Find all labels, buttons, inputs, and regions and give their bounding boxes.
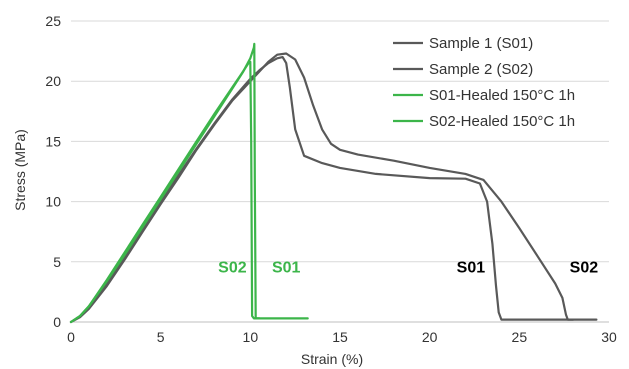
legend-label: Sample 1 (S01) bbox=[429, 35, 533, 52]
annotation-label: S01 bbox=[457, 260, 486, 277]
x-tick-label: 0 bbox=[67, 329, 75, 345]
series-lines bbox=[69, 42, 598, 324]
x-tick-label: 30 bbox=[601, 329, 617, 345]
y-tick-label: 25 bbox=[45, 13, 61, 29]
legend-label: S01-Healed 150°C 1h bbox=[429, 87, 575, 104]
x-tick-label: 10 bbox=[243, 329, 259, 345]
annotation-label: S02 bbox=[218, 260, 247, 277]
y-tick-label: 0 bbox=[53, 314, 61, 330]
y-tick-label: 10 bbox=[45, 194, 61, 210]
y-tick-label: 15 bbox=[45, 133, 61, 149]
series-line-4 bbox=[69, 60, 261, 324]
gridlines bbox=[71, 20, 609, 263]
annotation-label: S02 bbox=[570, 260, 599, 277]
x-axis-title: Strain (%) bbox=[301, 351, 363, 367]
y-tick-label: 20 bbox=[45, 73, 61, 89]
annotations: S02 S01 S01 S02 bbox=[218, 260, 598, 277]
annotation-label: S01 bbox=[272, 260, 301, 277]
x-tick-label: 20 bbox=[422, 329, 438, 345]
x-tick-label: 15 bbox=[332, 329, 348, 345]
x-tick-label: 25 bbox=[512, 329, 528, 345]
y-tick-label: 5 bbox=[53, 254, 61, 270]
x-tick-label: 5 bbox=[157, 329, 165, 345]
series-line-2 bbox=[69, 52, 598, 324]
series-line-1 bbox=[69, 55, 575, 324]
axes: 0 5 10 15 20 25 0 5 10 15 20 25 30 bbox=[45, 13, 617, 345]
y-axis-title: Stress (MPa) bbox=[12, 129, 28, 211]
legend-label: Sample 2 (S02) bbox=[429, 61, 533, 78]
legend: Sample 1 (S01) Sample 2 (S02) S01-Healed 1… bbox=[393, 35, 575, 130]
legend-label: S02-Healed 150°C 1h bbox=[429, 113, 575, 130]
